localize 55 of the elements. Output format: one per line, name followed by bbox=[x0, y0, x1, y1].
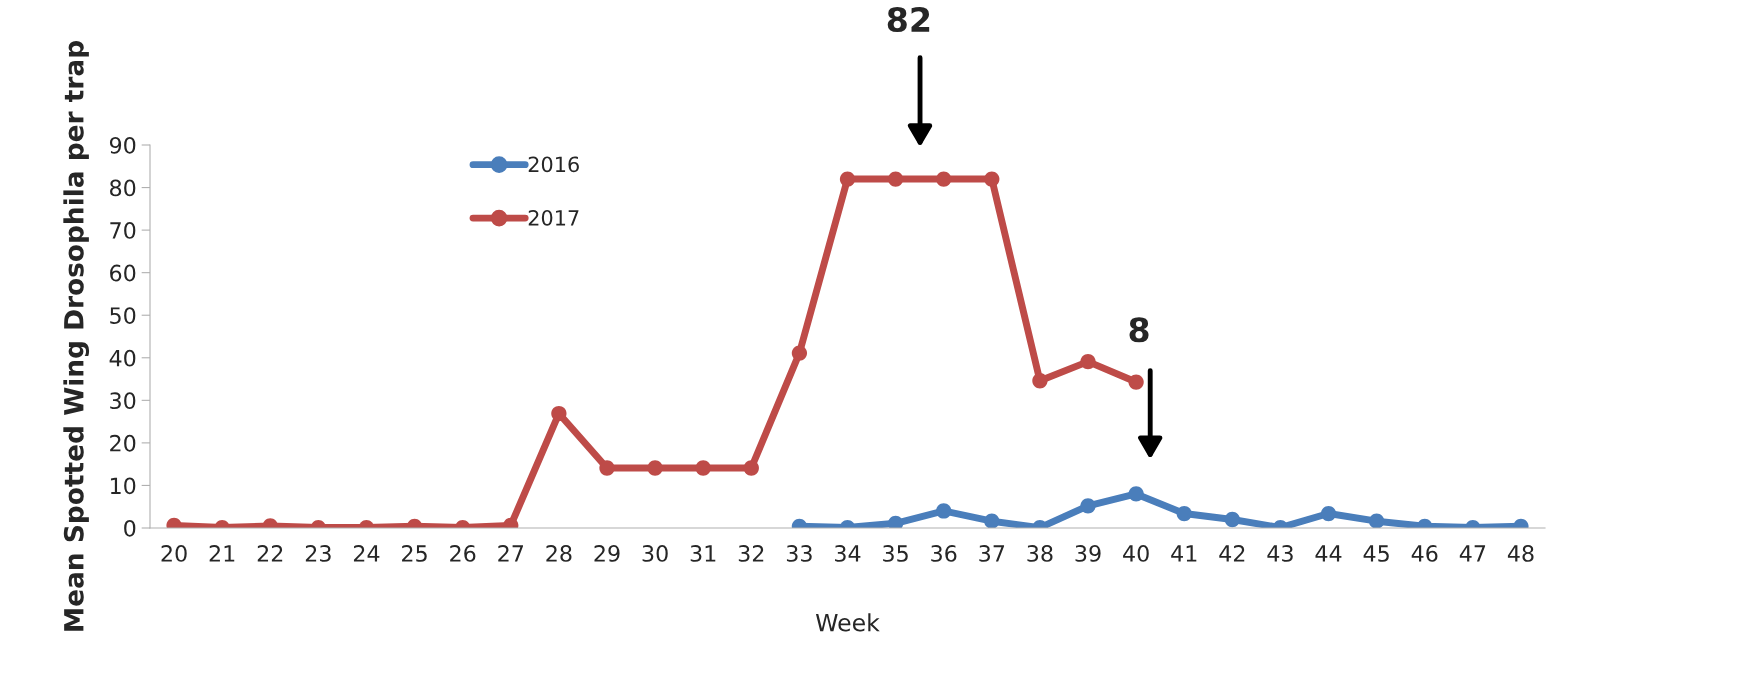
x-tick-label: 45 bbox=[1363, 545, 1389, 562]
legend-label: 2016 bbox=[528, 156, 579, 173]
y-tick-label: 10 bbox=[110, 477, 136, 495]
x-tick-label: 30 bbox=[642, 545, 668, 562]
text: 82 bbox=[887, 6, 930, 33]
x-tick-label: 25 bbox=[402, 545, 427, 562]
y-tick-label: 70 bbox=[110, 222, 136, 239]
y-axis-title: Mean Spotted Wing Drosophila per trap bbox=[63, 41, 90, 631]
point bbox=[887, 515, 904, 528]
x-tick-label: 36 bbox=[931, 545, 957, 562]
x-tick-label: 32 bbox=[738, 545, 764, 562]
x-tick-label: 39 bbox=[1075, 545, 1101, 562]
annotation: 8 bbox=[1129, 317, 1149, 343]
x-tick-label: 22 bbox=[257, 545, 283, 562]
y-tick-label: 80 bbox=[110, 179, 136, 197]
x-tick-label: 26 bbox=[450, 545, 476, 562]
x-tick-label: 37 bbox=[979, 545, 1005, 562]
point bbox=[1080, 353, 1096, 370]
x-tick-label: 33 bbox=[786, 545, 812, 562]
x-tick-label: 34 bbox=[835, 545, 861, 562]
x-tick-label: 47 bbox=[1459, 545, 1486, 562]
point bbox=[887, 171, 904, 187]
x-tick-label: 48 bbox=[1507, 545, 1534, 562]
x-tick-label: 20 bbox=[161, 545, 187, 562]
x-tick-label: 44 bbox=[1315, 545, 1342, 562]
x-tick-label: 24 bbox=[353, 545, 380, 562]
y-tick-label: 30 bbox=[110, 392, 136, 410]
y-tick-label: 60 bbox=[110, 264, 136, 282]
x-tick-label: 23 bbox=[305, 545, 331, 562]
x-tick-label: 29 bbox=[594, 545, 620, 562]
x-tick-label: 43 bbox=[1267, 545, 1293, 562]
y-tick-label: 40 bbox=[109, 349, 136, 367]
x-tick-label: 41 bbox=[1171, 545, 1197, 562]
y-tick-label: 20 bbox=[110, 434, 136, 452]
x-tick-label: 42 bbox=[1219, 545, 1245, 562]
y-tick-label: 50 bbox=[110, 307, 136, 324]
y-tick-label: 90 bbox=[109, 136, 136, 154]
point bbox=[1128, 374, 1144, 390]
point bbox=[1032, 373, 1048, 389]
point bbox=[551, 405, 567, 422]
point bbox=[984, 171, 1000, 187]
point bbox=[839, 171, 856, 187]
legend-label: 2017 bbox=[528, 209, 579, 226]
x-tick-label: 31 bbox=[690, 545, 716, 562]
point bbox=[791, 345, 808, 361]
x-tick-label: 21 bbox=[209, 545, 235, 562]
x-tick-label: 40 bbox=[1123, 545, 1149, 562]
y-tick-label: 0 bbox=[124, 519, 136, 537]
point bbox=[936, 171, 952, 187]
x-tick-label: 35 bbox=[883, 545, 908, 562]
x-tick-label: 46 bbox=[1411, 545, 1438, 562]
x-tick-label: 28 bbox=[546, 545, 572, 562]
x-tick-label: 38 bbox=[1027, 545, 1053, 562]
x-tick-label: 27 bbox=[498, 545, 524, 562]
x-axis-title: Week bbox=[815, 613, 880, 632]
